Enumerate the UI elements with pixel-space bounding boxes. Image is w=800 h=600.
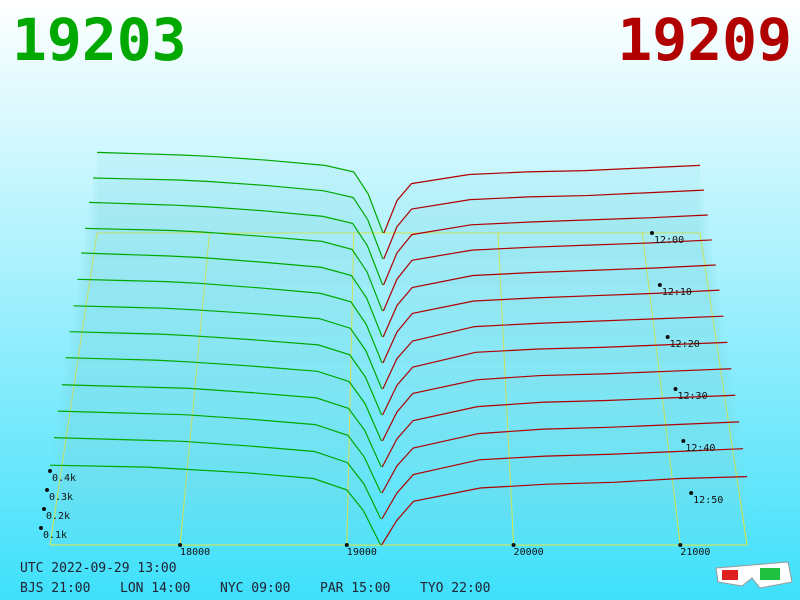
bid-area (65, 357, 382, 441)
bid-area (53, 437, 381, 519)
depth-tick-label: 0.3k (49, 492, 73, 503)
best-ask: 19209 (617, 6, 792, 74)
zone-time: PAR 15:00 (320, 581, 390, 596)
bid-area (85, 228, 383, 311)
labels: 18000 19000 20000 21000 12:00 12:10 12:20 12:30… (39, 231, 723, 558)
left-axis (49, 232, 98, 546)
bid-area (69, 331, 382, 415)
tick-dot (689, 491, 694, 495)
time-tick-label: 12:50 (693, 495, 723, 506)
tick-dot (678, 543, 683, 547)
ask-area (382, 421, 740, 493)
grid-line (346, 232, 355, 546)
bid-line (69, 331, 383, 416)
ask-line (381, 448, 744, 520)
utc-time: UTC 2022-09-29 13:00 (20, 561, 177, 576)
time-tick-label: 12:20 (670, 339, 700, 350)
bid-area (61, 384, 382, 467)
ask-line (382, 239, 712, 312)
best-bid: 19203 (12, 6, 187, 74)
bid-area (50, 465, 381, 545)
bid-area (81, 253, 383, 337)
plot (49, 151, 748, 546)
ask-line (381, 368, 732, 442)
ask-area (383, 239, 712, 311)
bid-line (57, 410, 382, 494)
bid-area (89, 202, 383, 285)
right-axis (699, 232, 748, 546)
ask-line (383, 189, 704, 260)
tick-dot (178, 543, 183, 547)
ask-line (382, 264, 716, 338)
ask-line (381, 476, 748, 546)
ask-area (383, 190, 704, 259)
ask-area (382, 316, 724, 389)
tick-dot (39, 526, 43, 530)
bid-line (77, 278, 383, 364)
x-tick-label: 18000 (180, 547, 210, 558)
time-tick-label: 12:40 (685, 443, 715, 454)
tick-dot (42, 507, 46, 511)
ask-area (383, 165, 700, 233)
x-tick-label: 19000 (347, 547, 377, 558)
time-tick-label: 12:30 (678, 391, 708, 402)
bid-area (73, 305, 382, 389)
ask-line (381, 394, 736, 468)
bid-line (81, 252, 383, 338)
bid-line (73, 305, 383, 390)
tick-dot (650, 231, 654, 235)
bid-area (97, 152, 384, 233)
time-tick-label: 12:10 (662, 287, 692, 298)
bid-line (65, 357, 383, 442)
depth-tick-label: 0.4k (52, 473, 76, 484)
ask-line (382, 341, 728, 416)
bid-line (85, 227, 384, 312)
ask-line (382, 315, 724, 390)
tick-dot (657, 283, 662, 287)
ask-area (381, 476, 747, 545)
grid (49, 232, 748, 546)
bid-area (57, 411, 382, 493)
depth-tick-label: 0.1k (43, 530, 67, 541)
grid-line (641, 232, 681, 546)
tick-dot (48, 469, 52, 473)
bid-area (77, 279, 383, 363)
zone-time: BJS 21:00 (20, 581, 90, 596)
ask-line (382, 214, 708, 286)
tick-dot (45, 488, 49, 492)
ask-area (382, 368, 732, 441)
tick-dot (673, 387, 678, 391)
bid-line (49, 464, 382, 546)
grid-line (497, 232, 515, 546)
tick-dot (344, 543, 349, 547)
bid-line (96, 151, 384, 234)
tick-dot (681, 439, 686, 443)
ask-area (382, 342, 728, 415)
zone-time: LON 14:00 (120, 581, 190, 596)
zone-time: TYO 22:00 (420, 581, 490, 596)
ask-area (382, 395, 736, 467)
glasses-icon[interactable] (715, 561, 793, 589)
depth-tick-label: 0.2k (46, 511, 70, 522)
tick-dot (511, 543, 516, 547)
ask-area (382, 290, 720, 363)
bid-area (93, 178, 383, 259)
bid-line (93, 177, 384, 260)
x-tick-label: 20000 (514, 547, 544, 558)
ask-line (383, 164, 701, 234)
ask-area (383, 215, 708, 285)
zone-time: NYC 09:00 (220, 581, 290, 596)
ask-area (383, 265, 716, 337)
bid-line (61, 384, 382, 468)
time-tick-label: 12:00 (654, 235, 684, 246)
ask-line (381, 421, 740, 494)
tick-dot (665, 335, 670, 339)
ask-line (382, 289, 720, 364)
bid-line (89, 201, 384, 286)
x-tick-label: 21000 (680, 547, 710, 558)
bid-line (53, 437, 382, 520)
